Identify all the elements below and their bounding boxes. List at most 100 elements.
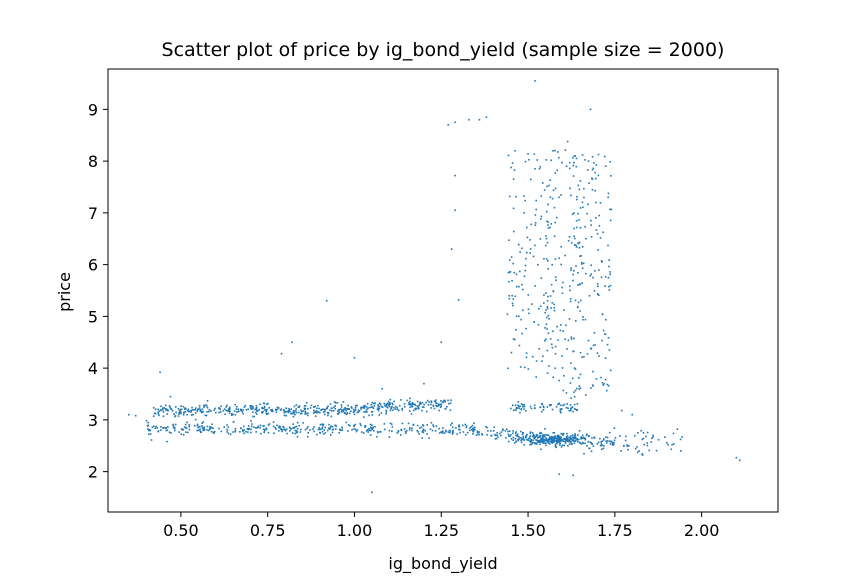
scatter-point [265,403,268,405]
scatter-point [285,407,287,409]
scatter-point [241,411,244,413]
scatter-point [581,263,583,265]
scatter-point [627,448,629,451]
scatter-point [574,237,576,240]
scatter-point [288,409,291,411]
scatter-point [568,318,571,320]
scatter-point [545,323,548,325]
scatter-point [232,420,235,423]
scatter-point [178,409,181,412]
scatter-point [262,425,264,427]
x-axis-label: ig_bond_yield [388,554,497,574]
scatter-point [149,433,152,435]
scatter-point [299,412,302,415]
scatter-point [457,299,460,301]
scatter-point [567,239,570,242]
scatter-point [389,403,391,405]
scatter-point [465,426,468,429]
scatter-point [545,437,547,440]
scatter-point [204,404,207,406]
scatter-point [545,338,547,341]
scatter-point [586,433,588,436]
scatter-point [604,165,607,168]
scatter-point [295,408,298,410]
scatter-point [309,429,311,431]
scatter-point [481,434,484,436]
scatter-point [590,442,593,444]
scatter-point [217,407,220,409]
scatter-point [356,411,359,414]
scatter-point [573,227,575,230]
scatter-point [294,413,296,416]
scatter-point [575,387,578,390]
scatter-point [538,167,541,170]
scatter-point [442,427,444,429]
scatter-point [162,415,165,418]
scatter-point [381,406,384,408]
scatter-point [172,426,175,429]
scatter-point [579,207,582,209]
scatter-point [546,434,549,436]
scatter-point [631,413,633,416]
scatter-point [304,405,307,407]
scatter-point [609,369,612,372]
scatter-point [606,343,609,346]
scatter-point [372,402,375,405]
scatter-point [393,400,395,403]
scatter-point [634,447,637,450]
scatter-point [208,428,211,430]
scatter-point [202,429,205,432]
scatter-point [296,428,299,430]
scatter-point [476,431,479,434]
scatter-point [492,430,495,432]
scatter-point [243,406,246,408]
scatter-point [641,454,644,456]
scatter-point [397,430,400,433]
scatter-point [420,426,423,429]
scatter-point [597,174,600,177]
scatter-point [556,441,559,443]
y-tick-label: 8 [88,152,98,171]
scatter-point [473,426,476,429]
scatter-point [569,285,571,288]
scatter-point [296,435,299,438]
scatter-point [338,411,341,414]
scatter-point [579,283,582,286]
scatter-point [569,289,571,292]
scatter-point [400,399,402,401]
scatter-point [297,406,300,408]
scatter-point [545,434,547,436]
scatter-point [450,248,453,250]
scatter-point [540,402,543,405]
scatter-point [676,428,679,430]
scatter-point [570,443,573,445]
scatter-point [334,424,337,427]
scatter-point [441,430,444,433]
scatter-point [556,169,558,172]
scatter-point [343,412,346,414]
scatter-point [286,432,288,435]
scatter-point [219,411,222,413]
scatter-point [234,427,237,430]
scatter-point [529,405,532,408]
scatter-point [190,409,192,412]
scatter-point [365,430,368,432]
scatter-point [426,424,429,426]
scatter-point [469,427,471,429]
scatter-point [447,431,450,433]
scatter-point [534,224,537,226]
scatter-point [184,408,186,410]
scatter-point [455,427,457,429]
scatter-point [570,267,572,269]
scatter-point [178,413,180,415]
scatter-point [571,377,574,380]
scatter-point [356,404,358,407]
scatter-point [546,307,549,310]
scatter-point [327,427,330,430]
scatter-point [180,433,183,435]
scatter-point [286,410,289,413]
scatter-point [388,404,390,406]
scatter-point [302,410,304,412]
scatter-point [735,456,738,459]
scatter-point [335,425,338,427]
